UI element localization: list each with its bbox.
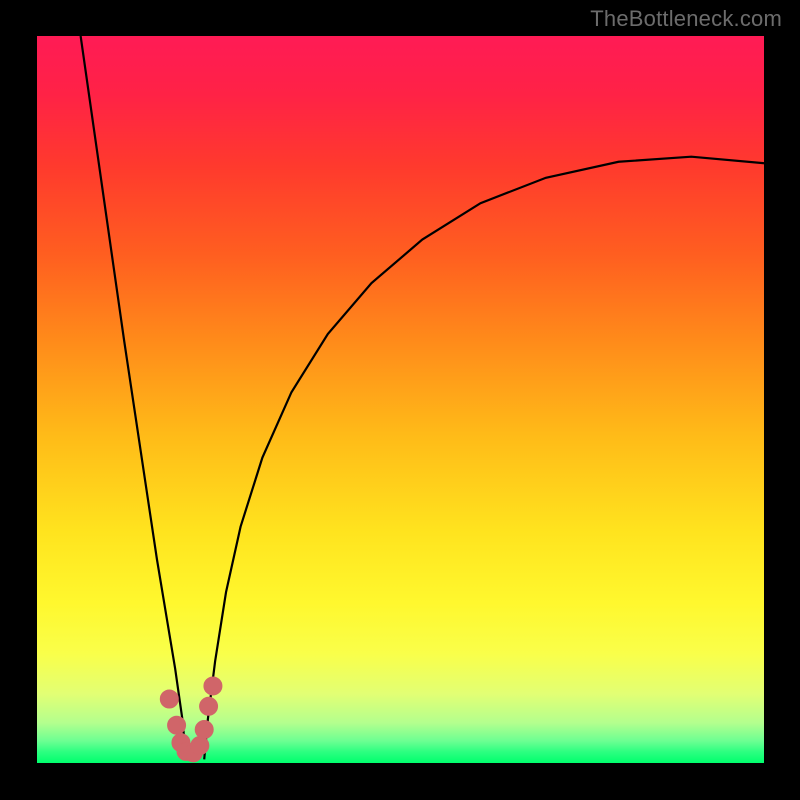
data-marker [200, 697, 218, 715]
data-marker [204, 677, 222, 695]
chart-background [37, 36, 764, 763]
data-marker [195, 721, 213, 739]
data-marker [168, 716, 186, 734]
watermark-text: TheBottleneck.com [590, 6, 782, 32]
data-marker [191, 737, 209, 755]
bottleneck-chart [37, 36, 764, 763]
data-marker [160, 690, 178, 708]
chart-frame: TheBottleneck.com [0, 0, 800, 800]
